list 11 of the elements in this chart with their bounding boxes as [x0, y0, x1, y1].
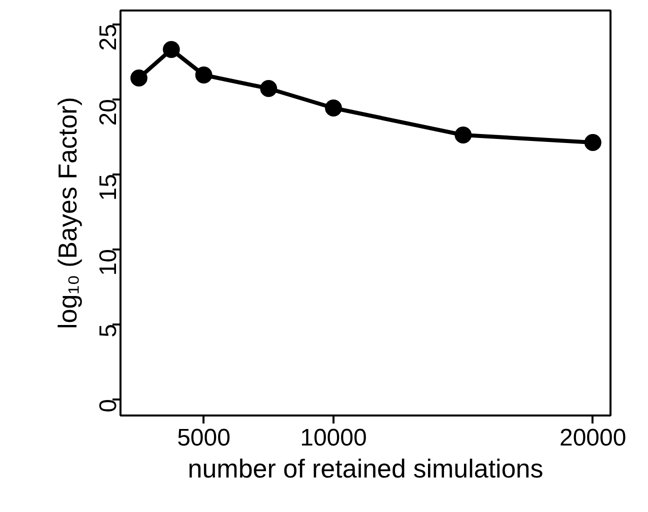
y-tick-label: 5	[95, 324, 122, 338]
y-tick-label: 0	[95, 398, 122, 412]
y-tick-label: 10	[95, 248, 122, 276]
x-tick-label: 5000	[177, 424, 230, 452]
x-axis-title: number of retained simulations	[188, 454, 544, 484]
y-tick-label: 20	[95, 98, 122, 126]
x-tick-label: 10000	[300, 424, 367, 452]
x-tick-label: 20000	[559, 424, 626, 452]
y-tick-label: 25	[95, 24, 122, 51]
y-tick-label: 15	[95, 174, 122, 201]
y-axis-title: log₁₀ (Bayes Factor)	[52, 97, 82, 329]
